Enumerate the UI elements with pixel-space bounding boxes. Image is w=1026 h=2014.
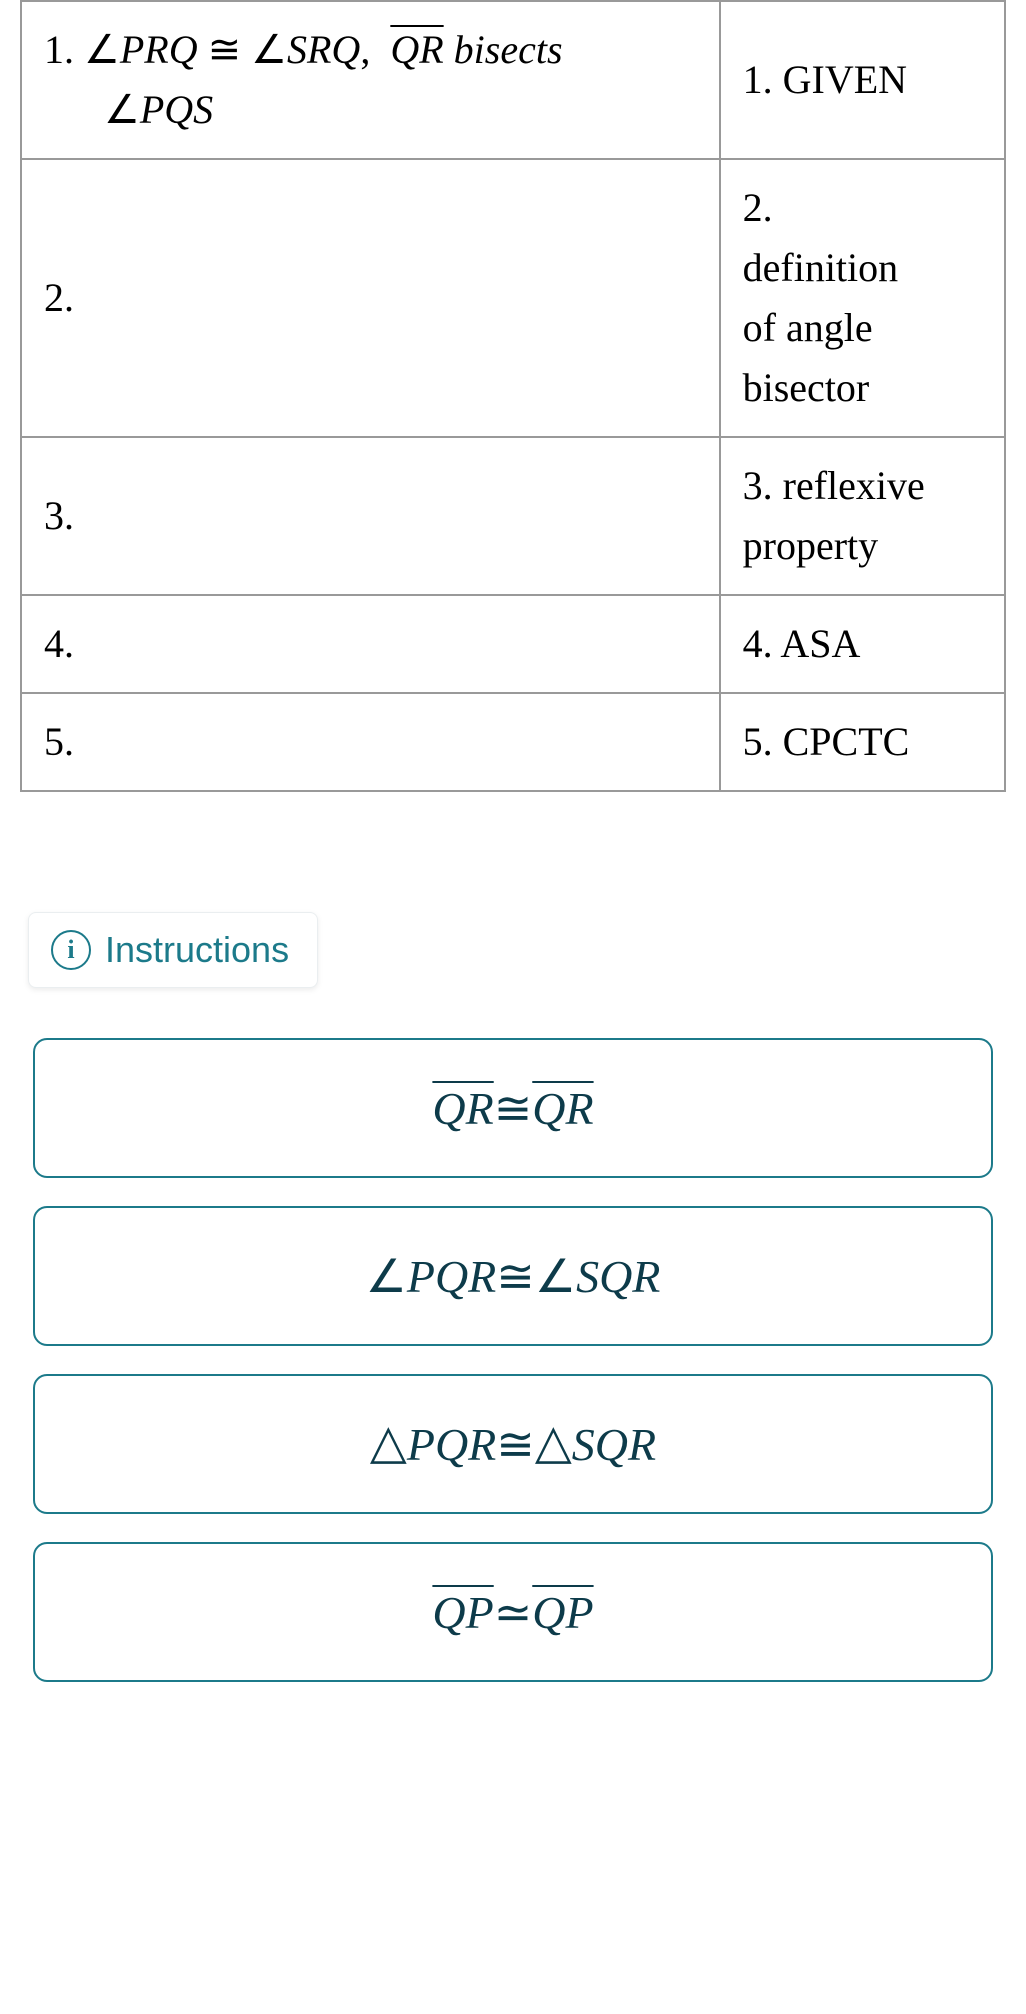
answer-choice-1[interactable]: QR ≅ QR bbox=[33, 1038, 993, 1178]
page-container: 1. ∠PRQ ≅ ∠SRQ, QR bisects∠PQS 1. GIVEN … bbox=[0, 0, 1026, 1750]
statement-cell-5[interactable]: 5. bbox=[21, 693, 720, 791]
answer-choice-4[interactable]: QP ≃ QP bbox=[33, 1542, 993, 1682]
reason-cell-4: 4. ASA bbox=[720, 595, 1005, 693]
answer-choice-2[interactable]: ∠PQR ≅ ∠SQR bbox=[33, 1206, 993, 1346]
reason-cell-3: 3. reflexiveproperty bbox=[720, 437, 1005, 595]
reason-cell-5: 5. CPCTC bbox=[720, 693, 1005, 791]
reason-cell-2: 2.definitionof anglebisector bbox=[720, 159, 1005, 437]
info-icon: i bbox=[51, 930, 91, 970]
statement-cell-2[interactable]: 2. bbox=[21, 159, 720, 437]
statement-cell-1: 1. ∠PRQ ≅ ∠SRQ, QR bisects∠PQS bbox=[21, 1, 720, 159]
proof-table-body: 1. ∠PRQ ≅ ∠SRQ, QR bisects∠PQS 1. GIVEN … bbox=[21, 1, 1005, 791]
proof-table: 1. ∠PRQ ≅ ∠SRQ, QR bisects∠PQS 1. GIVEN … bbox=[20, 0, 1006, 792]
instructions-button[interactable]: i Instructions bbox=[28, 912, 318, 988]
table-row: 3. 3. reflexiveproperty bbox=[21, 437, 1005, 595]
answer-choice-3[interactable]: △ PQR ≅△ SQR bbox=[33, 1374, 993, 1514]
table-row: 5. 5. CPCTC bbox=[21, 693, 1005, 791]
statement-cell-3[interactable]: 3. bbox=[21, 437, 720, 595]
table-row: 1. ∠PRQ ≅ ∠SRQ, QR bisects∠PQS 1. GIVEN bbox=[21, 1, 1005, 159]
reason-cell-1: 1. GIVEN bbox=[720, 1, 1005, 159]
table-row: 4. 4. ASA bbox=[21, 595, 1005, 693]
statement-cell-4[interactable]: 4. bbox=[21, 595, 720, 693]
table-row: 2. 2.definitionof anglebisector bbox=[21, 159, 1005, 437]
instructions-label: Instructions bbox=[105, 929, 289, 971]
